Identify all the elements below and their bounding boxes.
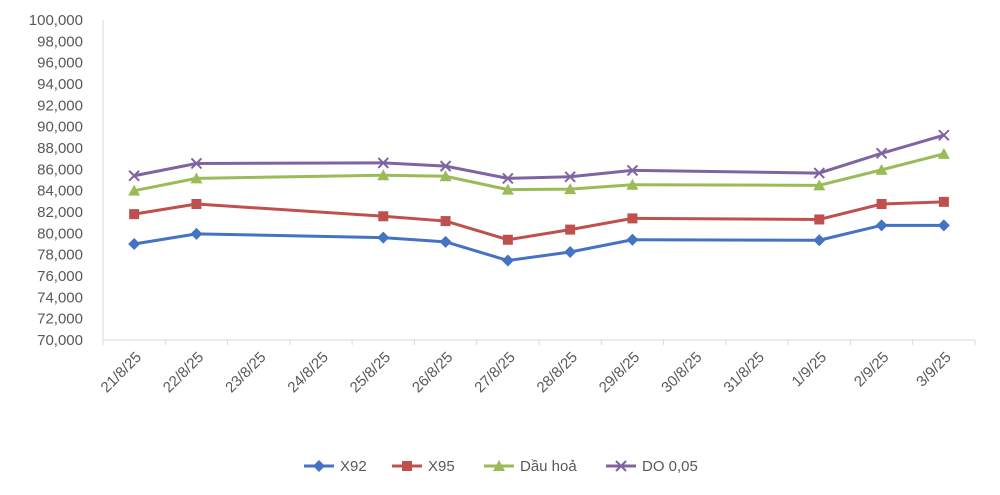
x-tick-label: 28/8/25 xyxy=(534,349,581,396)
y-tick-label: 92,000 xyxy=(37,97,83,114)
data-point xyxy=(377,157,389,169)
x-tick-label: 3/9/25 xyxy=(913,349,955,391)
data-point xyxy=(502,234,513,245)
data-point xyxy=(378,211,389,222)
data-point xyxy=(876,199,887,209)
x-tick-label: 24/8/25 xyxy=(284,349,331,396)
x-tick-label: 1/9/25 xyxy=(789,349,831,391)
data-point xyxy=(564,246,577,258)
x-tick-label: 21/8/25 xyxy=(98,349,145,396)
data-point xyxy=(875,147,888,160)
y-tick-label: 100,000 xyxy=(29,12,83,29)
data-point xyxy=(191,199,202,209)
series-1 xyxy=(129,196,949,245)
data-point xyxy=(875,219,888,232)
legend: X92 X95 Dầu hoả DO 0,05 xyxy=(304,458,698,475)
x-tick-label: 26/8/25 xyxy=(409,349,456,396)
y-tick-label: 82,000 xyxy=(37,204,83,221)
legend-marker xyxy=(493,460,505,471)
data-point xyxy=(937,219,950,232)
y-tick-label: 98,000 xyxy=(37,33,83,50)
y-tick-label: 72,000 xyxy=(37,311,83,328)
series-line xyxy=(133,223,944,263)
data-point xyxy=(440,216,451,227)
y-tick-label: 88,000 xyxy=(37,140,83,157)
y-tick-label: 78,000 xyxy=(37,247,83,264)
y-tick-label: 94,000 xyxy=(37,76,83,93)
legend-label: X92 xyxy=(340,458,367,475)
x-axis: 21/8/25 22/8/25 23/8/25 24/8/25 25/8/25 26/8/… xyxy=(98,339,976,396)
data-point xyxy=(813,167,825,179)
data-point xyxy=(564,171,576,183)
legend-item: Dầu hoả xyxy=(484,458,577,475)
data-point xyxy=(564,183,577,195)
data-point xyxy=(626,164,639,177)
data-point xyxy=(813,234,826,247)
legend-marker xyxy=(402,461,412,471)
data-point xyxy=(875,163,888,175)
x-tick-label: 29/8/25 xyxy=(596,349,643,396)
x-tick-label: 22/8/25 xyxy=(160,349,207,396)
data-point xyxy=(938,129,950,141)
legend-label: Dầu hoả xyxy=(520,458,577,475)
data-point xyxy=(190,172,203,184)
legend-label: X95 xyxy=(428,458,455,475)
x-tick-label: 23/8/25 xyxy=(222,349,269,396)
data-point xyxy=(190,227,203,240)
data-point xyxy=(814,214,825,225)
series-2 xyxy=(128,147,950,196)
data-point xyxy=(626,233,639,246)
data-point xyxy=(501,183,514,195)
data-point xyxy=(128,170,140,182)
data-point xyxy=(937,147,950,159)
data-point xyxy=(128,184,141,196)
series-0 xyxy=(128,219,950,267)
data-point xyxy=(128,238,141,250)
data-point xyxy=(129,209,140,220)
series-line xyxy=(133,152,945,193)
y-axis: 70,000 72,000 74,000 76,000 78,000 80,000 82,0… xyxy=(29,12,104,349)
data-point xyxy=(439,235,452,248)
series-line xyxy=(133,200,944,242)
data-point xyxy=(377,169,390,181)
y-tick-label: 74,000 xyxy=(37,289,83,306)
data-point xyxy=(565,224,576,235)
plot-area xyxy=(128,129,950,267)
legend-marker xyxy=(313,460,325,472)
y-tick-label: 96,000 xyxy=(37,55,83,72)
y-tick-label: 70,000 xyxy=(37,332,83,349)
legend-item: DO 0,05 xyxy=(606,458,698,475)
data-point xyxy=(439,160,452,172)
series-3 xyxy=(128,129,950,185)
data-point xyxy=(813,179,826,191)
data-point xyxy=(439,170,452,182)
x-tick-label: 2/9/25 xyxy=(851,349,893,391)
series-line xyxy=(133,133,945,180)
x-tick-label: 31/8/25 xyxy=(720,349,767,396)
y-tick-label: 86,000 xyxy=(37,161,83,178)
data-point xyxy=(626,178,639,190)
y-tick-label: 76,000 xyxy=(37,268,83,285)
legend-marker xyxy=(615,460,627,472)
data-point xyxy=(190,157,203,170)
data-point xyxy=(377,231,390,244)
legend-label: DO 0,05 xyxy=(642,458,698,475)
data-point xyxy=(627,213,638,224)
x-tick-label: 30/8/25 xyxy=(658,349,705,396)
x-tick-label: 25/8/25 xyxy=(347,349,394,396)
legend-item: X95 xyxy=(392,458,455,475)
y-tick-label: 80,000 xyxy=(37,225,83,242)
data-point xyxy=(501,254,514,267)
data-point xyxy=(502,172,514,185)
y-tick-label: 90,000 xyxy=(37,119,83,136)
y-tick-label: 84,000 xyxy=(37,183,83,200)
x-tick-label: 27/8/25 xyxy=(471,349,518,396)
data-point xyxy=(938,196,949,207)
legend-item: X92 xyxy=(304,458,367,475)
